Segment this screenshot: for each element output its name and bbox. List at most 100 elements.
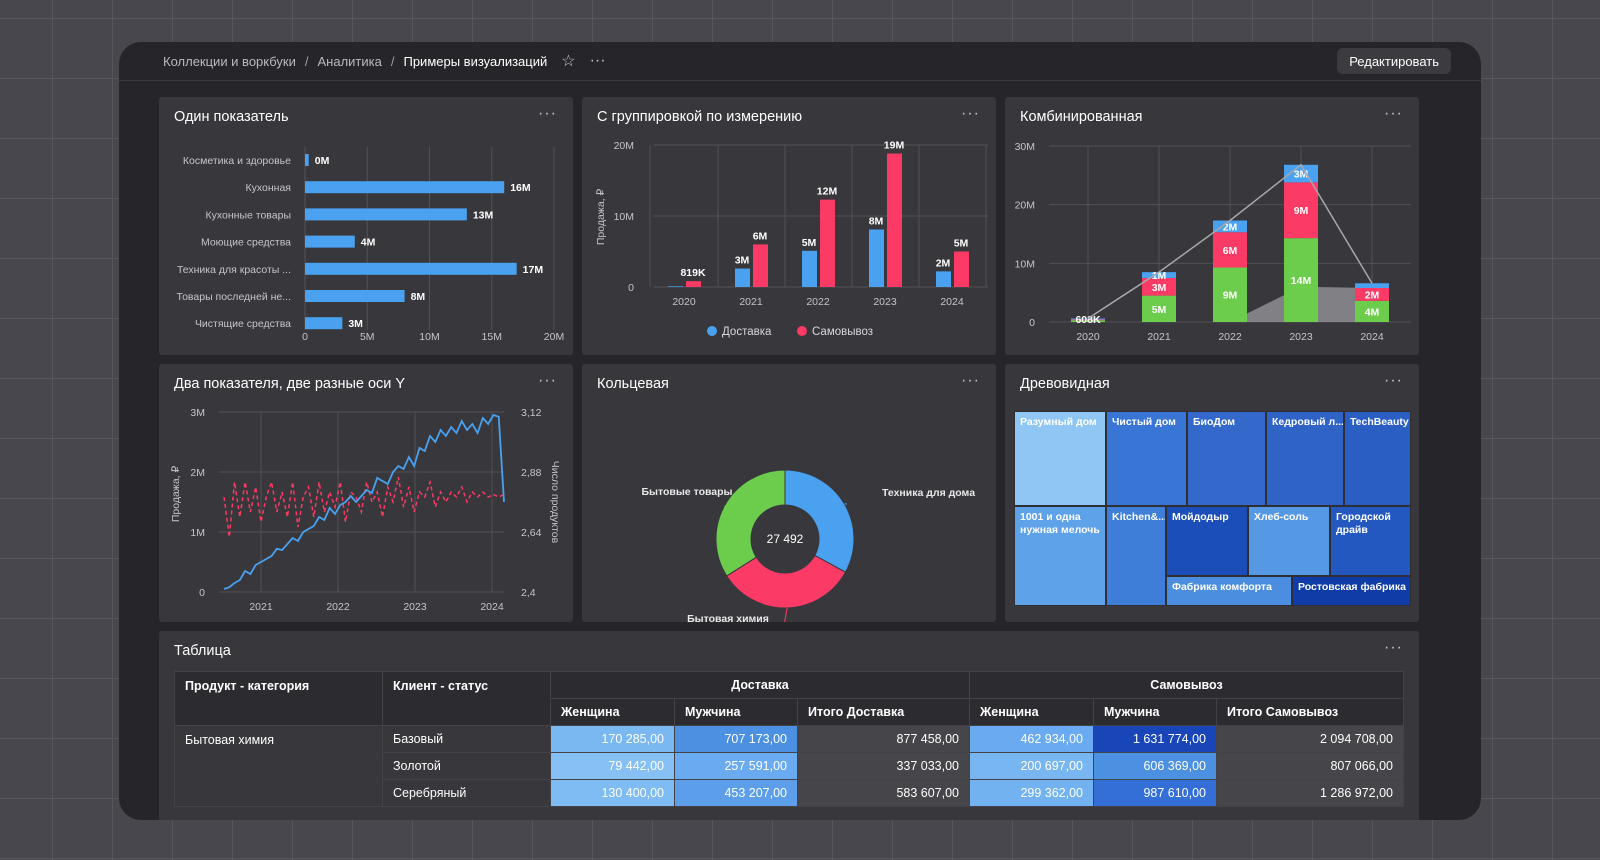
x-tick-label: 5M — [360, 331, 375, 343]
cell-value: 200 697,00 — [969, 752, 1094, 780]
cell-value: 2 094 708,00 — [1216, 725, 1404, 753]
slice-label: Техника для дома — [882, 487, 975, 499]
more-icon[interactable]: ··· — [1384, 372, 1403, 389]
treemap-cell[interactable]: Кедровый л... — [1266, 411, 1344, 506]
cell-value: 299 362,00 — [969, 779, 1094, 807]
bar — [869, 229, 884, 287]
stacked-bar — [1355, 287, 1389, 301]
data-label: 14M — [1291, 275, 1312, 287]
x-tick-label: 2022 — [806, 296, 830, 308]
topbar: Коллекции и воркбуки / Аналитика / Приме… — [119, 42, 1481, 80]
treemap-cell[interactable]: TechBeauty — [1344, 411, 1411, 506]
header-delivery[interactable]: Доставка — [550, 671, 970, 699]
edit-button[interactable]: Редактировать — [1337, 48, 1451, 74]
bar — [305, 262, 517, 275]
stacked-bar — [1071, 320, 1105, 322]
stacked-bar — [1071, 318, 1105, 320]
x-tick-label: 2021 — [739, 296, 763, 308]
treemap-cell[interactable]: БиоДом — [1187, 411, 1266, 506]
data-label: 13M — [473, 209, 494, 221]
more-icon[interactable]: ··· — [1384, 639, 1403, 656]
y-tick-label: 30M — [1015, 141, 1035, 153]
y-tick-label: 0 — [1029, 317, 1035, 329]
table-row: Золотой 79 442,00 257 591,00 337 033,00 … — [175, 752, 1404, 780]
y-tick-label: 20M — [614, 140, 634, 152]
legend-marker — [707, 326, 717, 336]
treemap: Разумный дом Чистый дом БиоДом Кедровый л..… — [1014, 411, 1411, 606]
header-delivery-woman[interactable]: Женщина — [550, 698, 675, 726]
cell-category: Бытовая химия — [174, 725, 383, 807]
breadcrumb-analytics[interactable]: Аналитика — [317, 53, 382, 69]
panel-treemap: Древовидная ··· Разумный дом Чистый дом Би… — [1005, 364, 1419, 622]
table-row: Серебряный 130 400,00 453 207,00 583 607… — [175, 779, 1404, 807]
panel-grouped-chart: С группировкой по измерению ··· 0 10M 20M П… — [582, 97, 996, 355]
bar — [820, 199, 835, 287]
legend-marker — [797, 326, 807, 336]
x-tick-label: 2021 — [249, 601, 273, 613]
bar — [305, 154, 309, 166]
more-icon[interactable]: ··· — [1384, 105, 1403, 122]
treemap-cell[interactable]: Kitchen&... — [1106, 506, 1166, 606]
dashboard-window: Коллекции и воркбуки / Аналитика / Приме… — [119, 42, 1481, 820]
bar — [305, 181, 505, 194]
x-tick-label: 2024 — [1360, 331, 1384, 343]
header-pickup-woman[interactable]: Женщина — [969, 698, 1094, 726]
header-product-category[interactable]: Продукт - категория — [174, 671, 383, 726]
more-icon[interactable]: ··· — [589, 52, 606, 69]
more-icon[interactable]: ··· — [538, 105, 557, 122]
panel-table: Таблица ··· Продукт - категория Клиент -… — [159, 631, 1419, 820]
breadcrumb-current: Примеры визуализаций — [403, 53, 548, 69]
header-pickup[interactable]: Самовывоз — [969, 671, 1404, 699]
data-label: 4M — [361, 237, 376, 249]
y-tick-label: 2M — [190, 467, 205, 479]
breadcrumb-collections[interactable]: Коллекции и воркбуки — [163, 53, 296, 69]
header-total-delivery[interactable]: Итого Доставка — [797, 698, 970, 726]
cell-value: 337 033,00 — [797, 752, 970, 780]
data-label: 9M — [1223, 290, 1238, 302]
bar — [305, 235, 355, 248]
legend-label: Доставка — [722, 326, 772, 338]
y2-tick-label: 2,88 — [521, 467, 542, 479]
category-label: Моющие средства — [201, 237, 291, 249]
more-icon[interactable]: ··· — [538, 372, 557, 389]
treemap-cell[interactable]: Фабрика комфорта — [1166, 576, 1292, 606]
treemap-cell[interactable]: Ростовская фабрика — [1292, 576, 1411, 606]
y-tick-label: 0 — [199, 587, 205, 599]
data-label: 12M — [817, 186, 838, 198]
treemap-cell[interactable]: 1001 и одна нужная мелочь — [1014, 506, 1106, 606]
header-delivery-man[interactable]: Мужчина — [674, 698, 798, 726]
slice-label: Бытовая химия — [687, 613, 769, 622]
treemap-cell[interactable]: Чистый дом — [1106, 411, 1187, 506]
x-tick-label: 2022 — [1218, 331, 1242, 343]
cell-value: 707 173,00 — [674, 725, 798, 753]
line-series — [1087, 163, 1373, 320]
donut-slice — [715, 469, 786, 577]
dual-axis-line-chart: 0 2,4 1M 2,64 2M 2,88 3M 3,12 2021 2022 2023 2024 Пр… — [170, 407, 561, 613]
treemap-cell[interactable]: Городской драйв — [1330, 506, 1411, 576]
treemap-cell[interactable]: Мойдодыр — [1166, 506, 1248, 576]
data-label: 5M — [802, 237, 817, 249]
panel-title: Таблица — [174, 643, 231, 659]
stacked-bar — [1284, 182, 1318, 239]
more-icon[interactable]: ··· — [961, 105, 980, 122]
stacked-bar — [1213, 232, 1247, 268]
data-label: 6M — [1223, 245, 1238, 257]
data-label: 4M — [1365, 306, 1380, 318]
category-label: Кухонные товары — [206, 209, 291, 221]
data-label: 5M — [1152, 304, 1167, 316]
panel-combined-chart: Комбинированная ··· 0 10M 20M 30M 2020 608K 20… — [1005, 97, 1419, 355]
treemap-cell[interactable]: Хлеб-соль — [1248, 506, 1330, 576]
cell-value: 453 207,00 — [674, 779, 798, 807]
treemap-cell[interactable]: Разумный дом — [1014, 411, 1106, 506]
stacked-bar — [1355, 283, 1389, 288]
data-label: 3M — [1152, 282, 1167, 294]
cell-value: 987 610,00 — [1093, 779, 1217, 807]
header-client-status[interactable]: Клиент - статус — [382, 671, 551, 726]
bar — [305, 290, 405, 302]
bar — [753, 244, 768, 287]
more-icon[interactable]: ··· — [961, 372, 980, 389]
star-icon[interactable]: ☆ — [561, 53, 576, 70]
donut-slice — [784, 469, 855, 573]
header-total-pickup[interactable]: Итого Самовывоз — [1216, 698, 1404, 726]
header-pickup-man[interactable]: Мужчина — [1093, 698, 1217, 726]
